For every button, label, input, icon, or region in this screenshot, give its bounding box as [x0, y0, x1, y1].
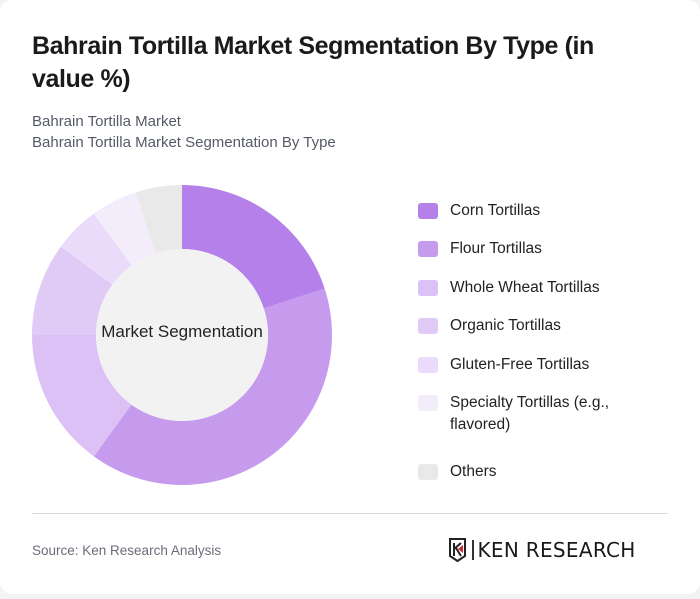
legend-swatch — [418, 241, 438, 257]
legend-swatch — [418, 203, 438, 219]
legend-label: Flour Tortillas — [450, 240, 542, 257]
legend-swatch — [418, 318, 438, 334]
donut-segment-organic-tortillas[interactable] — [32, 246, 113, 335]
donut-segment-others[interactable] — [135, 185, 182, 254]
legend-item[interactable]: Others — [418, 461, 620, 483]
legend-label: Gluten-Free Tortillas — [450, 356, 590, 373]
legend-swatch — [418, 395, 438, 411]
legend-swatch — [418, 464, 438, 480]
logo-separator — [472, 540, 474, 560]
source-note: Source: Ken Research Analysis — [32, 543, 222, 558]
legend-label: Specialty Tortillas (e.g., flavored) — [450, 394, 610, 433]
donut-hole — [96, 249, 268, 421]
legend-swatch — [418, 280, 438, 296]
donut-segment-flour-tortillas[interactable] — [93, 288, 332, 485]
legend-swatch — [418, 357, 438, 373]
donut-segment-corn-tortillas[interactable] — [182, 185, 325, 309]
legend-item[interactable]: Corn Tortillas — [418, 200, 620, 222]
subtitle-market: Bahrain Tortilla Market — [32, 113, 181, 130]
donut-chart — [32, 185, 332, 485]
legend-label: Others — [450, 463, 497, 480]
ken-research-shield-icon — [449, 538, 466, 563]
page-title: Bahrain Tortilla Market Segmentation By … — [32, 32, 594, 93]
donut-center-label: Market Segmentation — [101, 322, 263, 341]
legend-item[interactable]: Organic Tortillas — [418, 315, 620, 337]
donut-segment-specialty-tortillas-e-g-flavored[interactable] — [93, 192, 156, 266]
legend-item[interactable]: Flour Tortillas — [418, 238, 620, 260]
subtitle-segmentation: Bahrain Tortilla Market Segmentation By … — [32, 134, 336, 151]
logo-text: KEN RESEARCH — [477, 538, 636, 562]
legend-item[interactable]: Gluten-Free Tortillas — [418, 354, 620, 376]
legend-item[interactable]: Whole Wheat Tortillas — [418, 277, 620, 299]
ken-research-logo: KEN RESEARCH — [448, 537, 636, 563]
legend-label: Organic Tortillas — [450, 317, 561, 334]
donut-segment-whole-wheat-tortillas[interactable] — [32, 335, 132, 457]
legend-label: Whole Wheat Tortillas — [450, 279, 600, 296]
footer-divider — [32, 513, 668, 514]
legend-item[interactable]: Specialty Tortillas (e.g., flavored) — [418, 392, 620, 436]
legend-label: Corn Tortillas — [450, 202, 541, 219]
donut-segment-gluten-free-tortillas[interactable] — [60, 213, 132, 285]
